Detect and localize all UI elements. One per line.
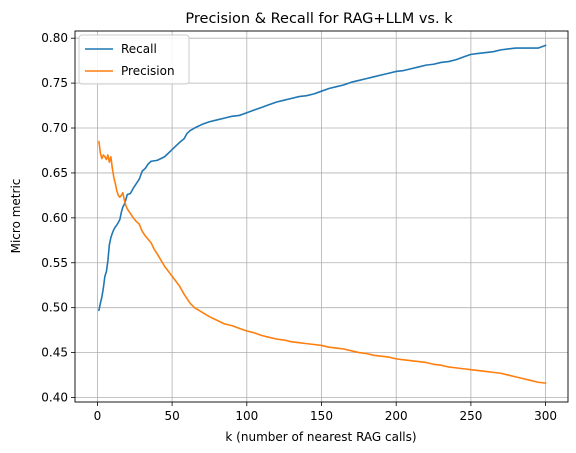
- x-axis-label: k (number of nearest RAG calls): [225, 430, 416, 444]
- x-tick-label: 250: [459, 409, 482, 423]
- y-tick-label: 0.55: [41, 256, 68, 270]
- y-tick-label: 0.50: [41, 301, 68, 315]
- legend-label-precision: Precision: [121, 64, 175, 78]
- series-line-recall: [98, 44, 547, 312]
- x-tick-label: 50: [164, 409, 179, 423]
- y-tick-label: 0.45: [41, 346, 68, 360]
- chart-title: Precision & Recall for RAG+LLM vs. k: [185, 11, 453, 27]
- y-tick-label: 0.60: [41, 211, 68, 225]
- x-tick-label: 150: [310, 409, 333, 423]
- y-tick-label: 0.80: [41, 31, 68, 45]
- y-tick-label: 0.75: [41, 76, 68, 90]
- x-tick-label: 200: [385, 409, 408, 423]
- grid: [75, 31, 568, 402]
- y-tick-label: 0.40: [41, 391, 68, 405]
- ticks: 0 50 100 150 200 250 300 0.40 0.45 0.50 0.55 0.60 0.…: [41, 31, 557, 423]
- y-tick-label: 0.70: [41, 121, 68, 135]
- series-line-precision: [98, 140, 547, 384]
- y-tick-label: 0.65: [41, 166, 68, 180]
- series-layer: [98, 44, 547, 384]
- legend-label-recall: Recall: [121, 42, 157, 56]
- x-tick-label: 0: [94, 409, 102, 423]
- x-tick-label: 300: [534, 409, 557, 423]
- x-tick-label: 100: [235, 409, 258, 423]
- y-axis-label: Micro metric: [9, 179, 23, 254]
- legend: Recall Precision: [78, 34, 190, 85]
